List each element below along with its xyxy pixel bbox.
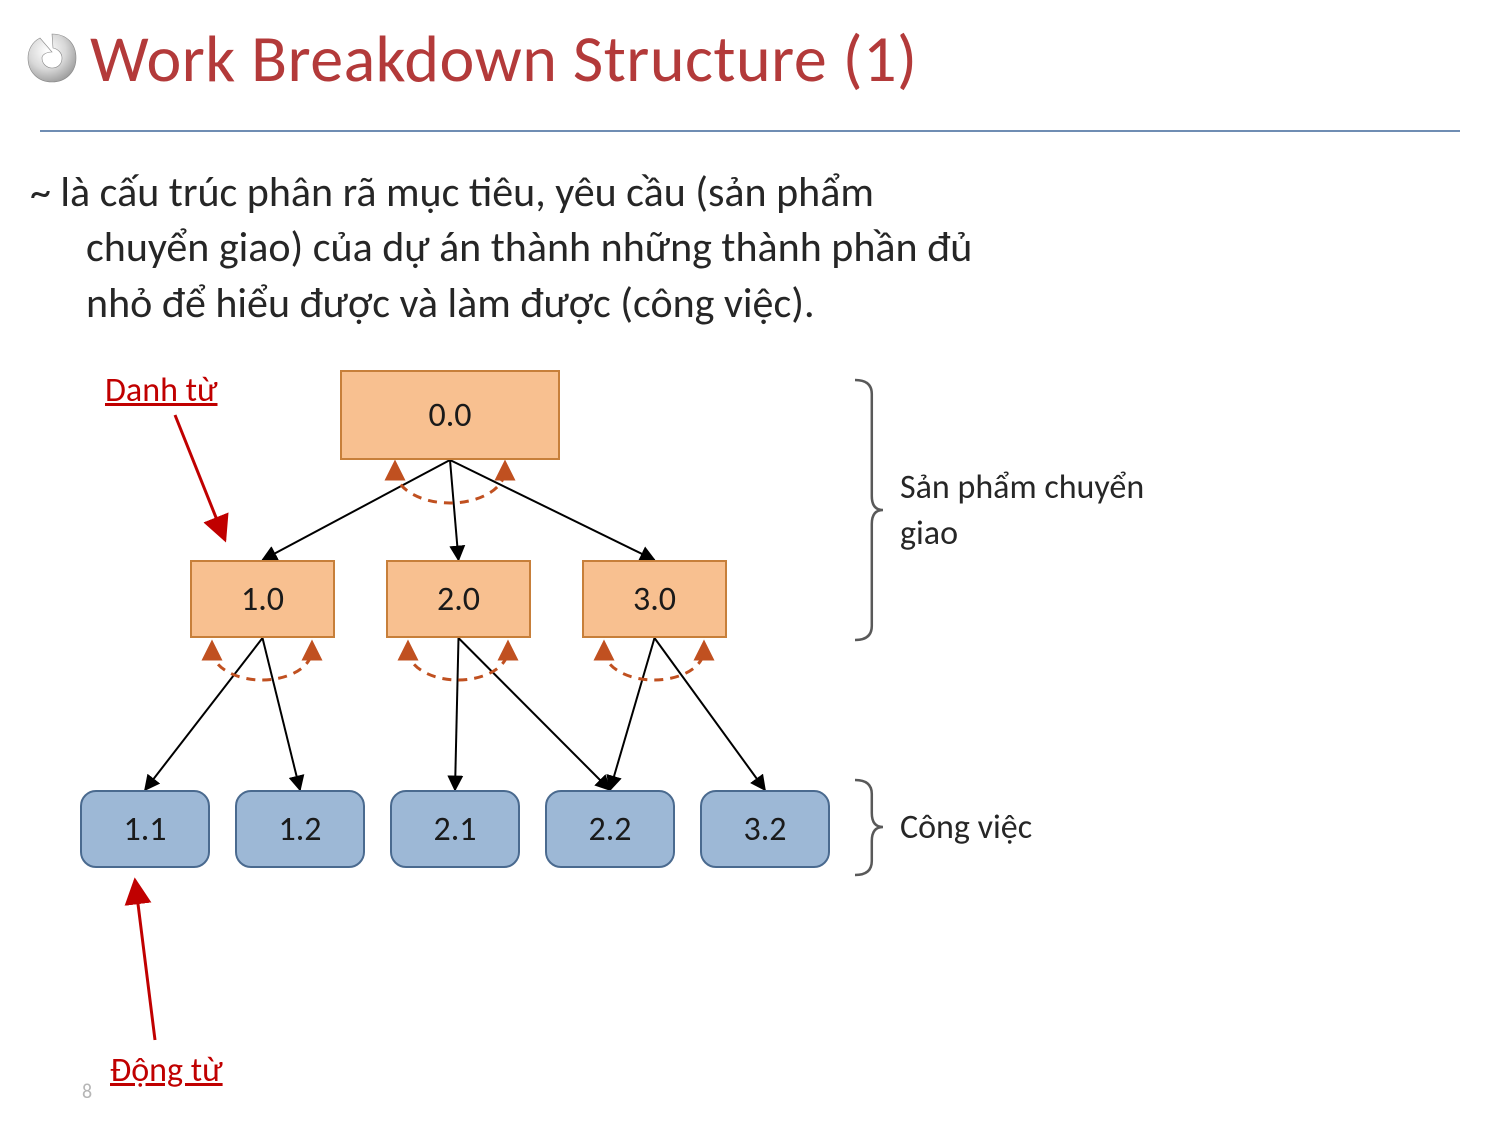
label-san-pham: Sản phẩm chuyển giao [900,465,1260,557]
label-cong-viec: Công việc [900,805,1032,851]
node-0-0: 0.0 [340,370,560,460]
para-line3: nhỏ để hiểu được và làm được (công việc)… [30,276,1190,331]
node-1-0: 1.0 [190,560,335,638]
node-2-2: 2.2 [545,790,675,868]
label-danh-tu: Danh từ [105,370,218,411]
node-3-2: 3.2 [700,790,830,868]
node-3-0: 3.0 [582,560,727,638]
node-1-2: 1.2 [235,790,365,868]
node-1-1: 1.1 [80,790,210,868]
node-2-1: 2.1 [390,790,520,868]
node-2-0: 2.0 [386,560,531,638]
page-number: 8 [82,1080,92,1104]
diagram-svg [0,350,1499,1110]
para-line1: là cấu trúc phân rã mục tiêu, yêu cầu (s… [51,167,874,218]
ring-icon [22,28,82,88]
para-tilde: ~ [30,167,51,218]
wbs-diagram: 0.0 1.0 2.0 3.0 1.1 1.2 2.1 2.2 3.2 Danh… [0,350,1499,1110]
label-dong-tu: Động từ [110,1050,223,1091]
para-line2: chuyển giao) của dự án thành những thành… [30,220,1190,275]
slide-title: Work Breakdown Structure (1) [90,18,918,99]
title-rule [40,130,1460,132]
definition-paragraph: ~ là cấu trúc phân rã mục tiêu, yêu cầu … [30,165,1190,331]
